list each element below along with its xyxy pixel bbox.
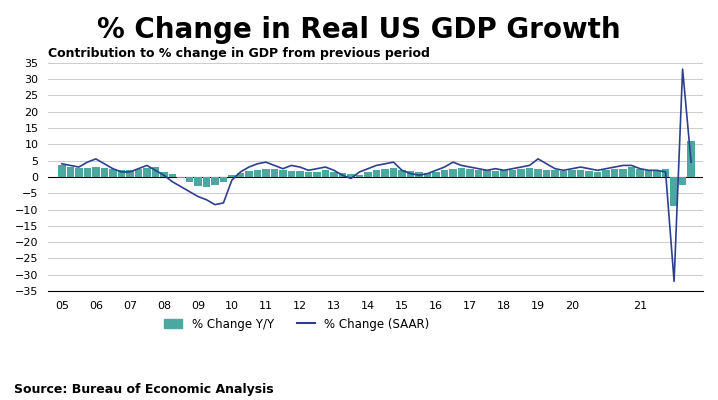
Bar <box>475 170 482 177</box>
Bar <box>551 170 559 177</box>
Bar <box>483 170 490 177</box>
Bar <box>304 172 312 177</box>
Bar <box>602 170 610 177</box>
Bar <box>560 171 567 177</box>
Bar <box>109 169 116 177</box>
Bar <box>441 170 448 177</box>
Bar <box>569 170 576 177</box>
Bar <box>424 173 432 177</box>
Bar <box>585 171 593 177</box>
Bar <box>271 169 278 177</box>
Bar <box>348 174 355 177</box>
Bar <box>373 170 381 177</box>
Bar <box>220 177 227 182</box>
Bar <box>202 177 210 187</box>
Bar <box>160 172 167 177</box>
Bar <box>636 169 644 177</box>
Bar <box>339 173 346 177</box>
Bar <box>194 177 202 186</box>
Bar <box>297 171 304 177</box>
Bar <box>126 170 134 177</box>
Bar <box>67 167 74 177</box>
Bar <box>169 174 176 177</box>
Bar <box>186 177 193 182</box>
Bar <box>390 168 397 177</box>
Bar <box>492 171 499 177</box>
Bar <box>620 169 627 177</box>
Bar <box>245 171 253 177</box>
Bar <box>118 170 125 177</box>
Bar <box>415 172 423 177</box>
Bar <box>151 167 159 177</box>
Bar <box>211 177 219 185</box>
Bar <box>330 172 337 177</box>
Bar <box>58 166 65 177</box>
Bar <box>406 171 414 177</box>
Bar <box>75 168 83 177</box>
Bar <box>526 168 533 177</box>
Bar <box>237 173 244 177</box>
Text: Source: Bureau of Economic Analysis: Source: Bureau of Economic Analysis <box>14 383 274 396</box>
Bar <box>101 168 108 177</box>
Bar <box>687 141 695 177</box>
Bar <box>262 169 270 177</box>
Bar <box>364 172 372 177</box>
Bar <box>611 169 618 177</box>
Bar <box>543 170 550 177</box>
Bar <box>594 172 601 177</box>
Legend: % Change Y/Y, % Change (SAAR): % Change Y/Y, % Change (SAAR) <box>159 313 434 336</box>
Bar <box>466 169 474 177</box>
Bar <box>509 170 516 177</box>
Bar <box>322 170 329 177</box>
Text: Contribution to % change in GDP from previous period: Contribution to % change in GDP from pre… <box>48 47 430 60</box>
Bar <box>432 172 439 177</box>
Bar <box>671 177 678 206</box>
Bar <box>500 170 508 177</box>
Bar <box>398 170 406 177</box>
Bar <box>381 169 388 177</box>
Bar <box>662 169 669 177</box>
Bar <box>288 171 295 177</box>
Bar <box>517 169 525 177</box>
Bar <box>83 168 91 177</box>
Bar <box>228 175 236 177</box>
Bar <box>177 177 185 178</box>
Text: % Change in Real US GDP Growth: % Change in Real US GDP Growth <box>97 16 621 44</box>
Bar <box>279 170 286 177</box>
Bar <box>92 167 100 177</box>
Bar <box>645 170 653 177</box>
Bar <box>253 170 261 177</box>
Bar <box>134 169 142 177</box>
Bar <box>628 167 635 177</box>
Bar <box>653 170 661 177</box>
Bar <box>534 169 542 177</box>
Bar <box>679 177 686 185</box>
Bar <box>577 170 584 177</box>
Bar <box>143 168 151 177</box>
Bar <box>313 172 321 177</box>
Bar <box>449 169 457 177</box>
Bar <box>355 175 363 177</box>
Bar <box>458 168 465 177</box>
